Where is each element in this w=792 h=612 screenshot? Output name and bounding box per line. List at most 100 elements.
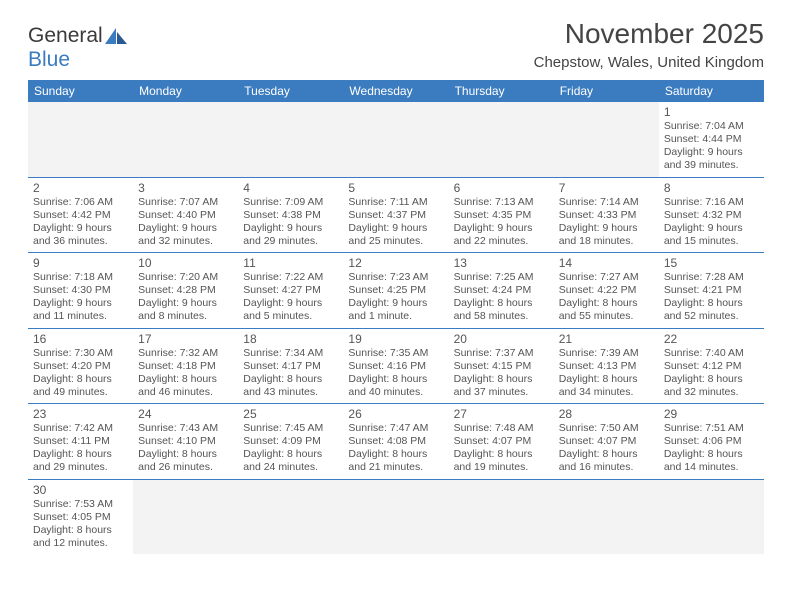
- daylight-text: and 12 minutes.: [33, 537, 128, 550]
- daylight-text: and 55 minutes.: [559, 310, 654, 323]
- sunrise-text: Sunrise: 7:27 AM: [559, 271, 654, 284]
- dayname-tue: Tuesday: [238, 80, 343, 102]
- day-cell: 29Sunrise: 7:51 AMSunset: 4:06 PMDayligh…: [659, 404, 764, 479]
- title-block: November 2025 Chepstow, Wales, United Ki…: [534, 18, 764, 71]
- day-cell: 26Sunrise: 7:47 AMSunset: 4:08 PMDayligh…: [343, 404, 448, 479]
- day-cell: 13Sunrise: 7:25 AMSunset: 4:24 PMDayligh…: [449, 253, 554, 328]
- daylight-text: Daylight: 9 hours: [664, 222, 759, 235]
- sunrise-text: Sunrise: 7:43 AM: [138, 422, 233, 435]
- sunset-text: Sunset: 4:40 PM: [138, 209, 233, 222]
- daylight-text: Daylight: 8 hours: [559, 448, 654, 461]
- sunset-text: Sunset: 4:10 PM: [138, 435, 233, 448]
- sunrise-text: Sunrise: 7:47 AM: [348, 422, 443, 435]
- dayname-fri: Friday: [554, 80, 659, 102]
- sunset-text: Sunset: 4:42 PM: [33, 209, 128, 222]
- dayname-wed: Wednesday: [343, 80, 448, 102]
- week-row: 23Sunrise: 7:42 AMSunset: 4:11 PMDayligh…: [28, 404, 764, 480]
- daylight-text: Daylight: 9 hours: [664, 146, 759, 159]
- daylight-text: and 46 minutes.: [138, 386, 233, 399]
- dayname-row: Sunday Monday Tuesday Wednesday Thursday…: [28, 80, 764, 102]
- daylight-text: Daylight: 8 hours: [454, 373, 549, 386]
- daylight-text: Daylight: 8 hours: [664, 297, 759, 310]
- daylight-text: Daylight: 8 hours: [33, 448, 128, 461]
- day-number: 2: [33, 181, 128, 195]
- sunset-text: Sunset: 4:11 PM: [33, 435, 128, 448]
- sunset-text: Sunset: 4:22 PM: [559, 284, 654, 297]
- daylight-text: Daylight: 9 hours: [559, 222, 654, 235]
- daylight-text: and 16 minutes.: [559, 461, 654, 474]
- day-cell-blank: [449, 102, 554, 177]
- sunset-text: Sunset: 4:25 PM: [348, 284, 443, 297]
- daylight-text: Daylight: 8 hours: [454, 297, 549, 310]
- day-cell: 19Sunrise: 7:35 AMSunset: 4:16 PMDayligh…: [343, 329, 448, 404]
- day-cell: 2Sunrise: 7:06 AMSunset: 4:42 PMDaylight…: [28, 178, 133, 253]
- week-row: 1Sunrise: 7:04 AMSunset: 4:44 PMDaylight…: [28, 102, 764, 178]
- daylight-text: Daylight: 8 hours: [454, 448, 549, 461]
- day-cell: 30Sunrise: 7:53 AMSunset: 4:05 PMDayligh…: [28, 480, 133, 555]
- day-cell: 15Sunrise: 7:28 AMSunset: 4:21 PMDayligh…: [659, 253, 764, 328]
- day-cell-blank: [659, 480, 764, 555]
- logo-word-2: Blue: [28, 48, 70, 71]
- day-number: 3: [138, 181, 233, 195]
- day-cell: 16Sunrise: 7:30 AMSunset: 4:20 PMDayligh…: [28, 329, 133, 404]
- sunrise-text: Sunrise: 7:16 AM: [664, 196, 759, 209]
- day-cell: 14Sunrise: 7:27 AMSunset: 4:22 PMDayligh…: [554, 253, 659, 328]
- daylight-text: Daylight: 8 hours: [33, 373, 128, 386]
- sunrise-text: Sunrise: 7:06 AM: [33, 196, 128, 209]
- daylight-text: Daylight: 8 hours: [138, 373, 233, 386]
- daylight-text: and 39 minutes.: [664, 159, 759, 172]
- sunrise-text: Sunrise: 7:20 AM: [138, 271, 233, 284]
- day-number: 10: [138, 256, 233, 270]
- page-subtitle: Chepstow, Wales, United Kingdom: [534, 54, 764, 71]
- daylight-text: and 5 minutes.: [243, 310, 338, 323]
- week-row: 16Sunrise: 7:30 AMSunset: 4:20 PMDayligh…: [28, 329, 764, 405]
- daylight-text: Daylight: 9 hours: [348, 297, 443, 310]
- daylight-text: and 21 minutes.: [348, 461, 443, 474]
- sunset-text: Sunset: 4:09 PM: [243, 435, 338, 448]
- daylight-text: Daylight: 8 hours: [348, 373, 443, 386]
- sunset-text: Sunset: 4:07 PM: [454, 435, 549, 448]
- daylight-text: and 19 minutes.: [454, 461, 549, 474]
- day-number: 23: [33, 407, 128, 421]
- day-number: 28: [559, 407, 654, 421]
- daylight-text: Daylight: 8 hours: [138, 448, 233, 461]
- sunrise-text: Sunrise: 7:40 AM: [664, 347, 759, 360]
- sunrise-text: Sunrise: 7:48 AM: [454, 422, 549, 435]
- sunset-text: Sunset: 4:07 PM: [559, 435, 654, 448]
- daylight-text: Daylight: 9 hours: [243, 222, 338, 235]
- day-number: 16: [33, 332, 128, 346]
- daylight-text: and 11 minutes.: [33, 310, 128, 323]
- day-number: 24: [138, 407, 233, 421]
- day-cell: 24Sunrise: 7:43 AMSunset: 4:10 PMDayligh…: [133, 404, 238, 479]
- sunrise-text: Sunrise: 7:25 AM: [454, 271, 549, 284]
- daylight-text: and 1 minute.: [348, 310, 443, 323]
- week-row: 9Sunrise: 7:18 AMSunset: 4:30 PMDaylight…: [28, 253, 764, 329]
- week-row: 30Sunrise: 7:53 AMSunset: 4:05 PMDayligh…: [28, 480, 764, 555]
- day-number: 6: [454, 181, 549, 195]
- daylight-text: Daylight: 8 hours: [348, 448, 443, 461]
- daylight-text: and 29 minutes.: [243, 235, 338, 248]
- day-cell: 8Sunrise: 7:16 AMSunset: 4:32 PMDaylight…: [659, 178, 764, 253]
- sunset-text: Sunset: 4:15 PM: [454, 360, 549, 373]
- sunrise-text: Sunrise: 7:09 AM: [243, 196, 338, 209]
- daylight-text: and 32 minutes.: [664, 386, 759, 399]
- day-cell: 9Sunrise: 7:18 AMSunset: 4:30 PMDaylight…: [28, 253, 133, 328]
- sunset-text: Sunset: 4:06 PM: [664, 435, 759, 448]
- daylight-text: and 36 minutes.: [33, 235, 128, 248]
- weeks-container: 1Sunrise: 7:04 AMSunset: 4:44 PMDaylight…: [28, 102, 764, 554]
- daylight-text: Daylight: 8 hours: [243, 448, 338, 461]
- sunset-text: Sunset: 4:17 PM: [243, 360, 338, 373]
- day-cell: 3Sunrise: 7:07 AMSunset: 4:40 PMDaylight…: [133, 178, 238, 253]
- sunrise-text: Sunrise: 7:42 AM: [33, 422, 128, 435]
- day-cell: 17Sunrise: 7:32 AMSunset: 4:18 PMDayligh…: [133, 329, 238, 404]
- day-number: 17: [138, 332, 233, 346]
- dayname-sun: Sunday: [28, 80, 133, 102]
- day-cell-blank: [554, 480, 659, 555]
- daylight-text: and 43 minutes.: [243, 386, 338, 399]
- day-cell: 27Sunrise: 7:48 AMSunset: 4:07 PMDayligh…: [449, 404, 554, 479]
- day-cell-blank: [133, 102, 238, 177]
- daylight-text: Daylight: 9 hours: [138, 297, 233, 310]
- sunset-text: Sunset: 4:16 PM: [348, 360, 443, 373]
- sunrise-text: Sunrise: 7:35 AM: [348, 347, 443, 360]
- daylight-text: and 49 minutes.: [33, 386, 128, 399]
